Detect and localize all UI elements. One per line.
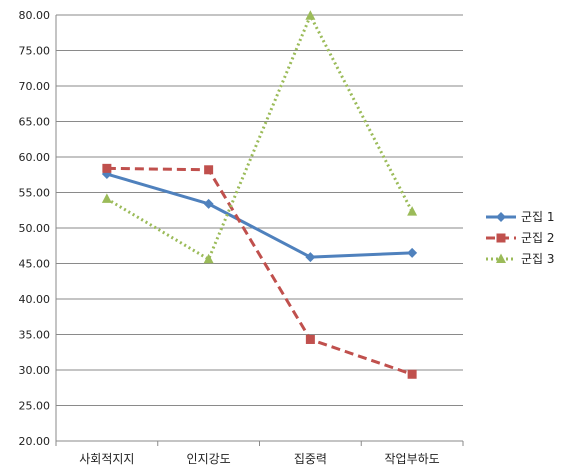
legend-marker [496,212,506,222]
data-point-marker [101,193,112,203]
data-point-marker [305,10,316,20]
series [101,10,418,379]
data-point-marker [102,163,112,173]
series-2 [102,163,417,379]
data-point-marker [204,165,214,175]
y-tick-label: 60.00 [19,151,51,164]
legend-label: 군집 3 [521,252,555,266]
data-point-marker [203,253,214,264]
y-tick-label: 55.00 [19,187,51,200]
x-tick-label: 집중력 [294,452,327,466]
x-tick-label: 인지강도 [187,452,231,466]
data-point-marker [407,369,417,379]
legend-item: 군집 1 [486,210,555,224]
x-tick-label: 사회적지지 [79,452,134,466]
y-tick-label: 30.00 [19,364,51,377]
y-tick-label: 40.00 [19,293,51,306]
legend-marker [496,253,506,263]
y-tick-label: 75.00 [19,45,51,58]
y-tick-label: 50.00 [19,222,51,235]
legend-label: 군집 2 [521,231,555,245]
series-line [106,14,414,261]
y-tick-label: 45.00 [19,258,51,271]
data-point-marker [305,334,315,344]
y-tick-label: 25.00 [19,400,51,413]
data-point-marker [203,198,214,209]
series-1 [101,169,418,263]
y-tick-label: 70.00 [19,80,51,93]
data-point-marker [407,247,418,258]
data-point-marker [305,252,316,263]
y-tick-labels: 20.00 25.00 30.00 35.00 40.00 45.00 50.00 55.00… [19,9,51,448]
data-point-marker [407,206,418,216]
x-tick-label: 작업부하도 [385,452,440,466]
y-tick-label: 20.00 [19,435,51,448]
legend-marker [496,233,506,243]
series-line [106,172,413,259]
series-line [106,166,413,376]
y-tick-label: 65.00 [19,116,51,129]
y-tick-label: 35.00 [19,329,51,342]
legend-label: 군집 1 [521,210,555,224]
legend-item: 군집 3 [486,252,555,266]
axes [55,15,464,446]
x-tick-labels: 사회적지지 인지강도 집중력 작업부하도 [79,452,439,466]
gridlines [56,14,463,442]
legend-item: 군집 2 [486,231,555,245]
y-tick-label: 80.00 [19,9,51,22]
series-3 [101,10,418,264]
legend: 군집 1 군집 2 군집 3 [486,210,555,266]
